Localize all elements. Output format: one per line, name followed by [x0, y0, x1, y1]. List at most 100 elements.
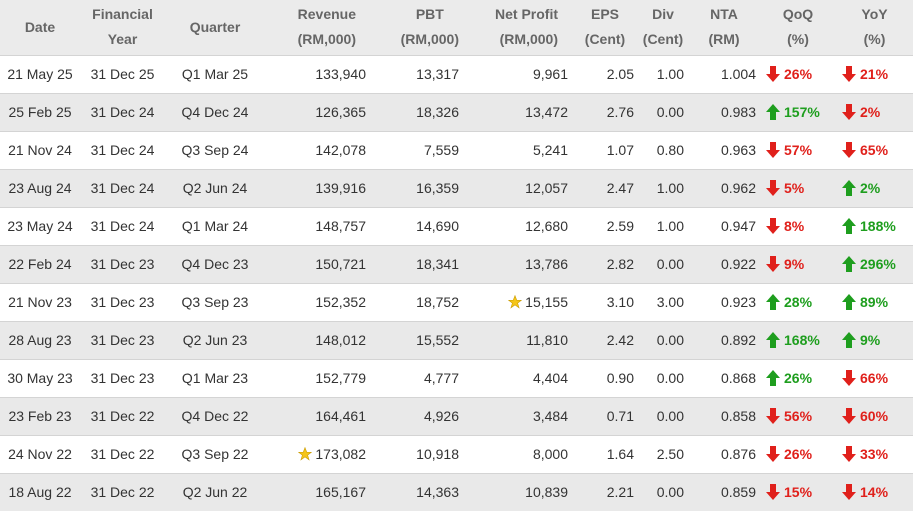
cell-quarter: Q1 Mar 23: [165, 358, 265, 397]
cell-eps: 3.10: [572, 282, 638, 321]
cell-qoq: 56%: [760, 396, 836, 435]
cell-nta: 0.892: [688, 320, 760, 359]
cell-yoy: 2%: [836, 168, 913, 207]
cell-quarter: Q4 Dec 22: [165, 396, 265, 435]
cell-div: 0.00: [638, 472, 688, 511]
cell-eps: 0.90: [572, 358, 638, 397]
cell-date[interactable]: 23 May 24: [0, 206, 80, 245]
arrow-down-icon: [842, 484, 856, 501]
cell-quarter: Q4 Dec 23: [165, 244, 265, 283]
cell-net-profit: 9,961: [463, 54, 572, 93]
table-row[interactable]: 28 Aug 23 31 Dec 23 Q2 Jun 23 148,012 15,552…: [0, 320, 913, 359]
cell-yoy: 65%: [836, 130, 913, 169]
cell-date[interactable]: 22 Feb 24: [0, 244, 80, 283]
table-row[interactable]: 23 Aug 24 31 Dec 24 Q2 Jun 24 139,916 16,359…: [0, 168, 913, 207]
table-row[interactable]: 30 May 23 31 Dec 23 Q1 Mar 23 152,779 4,777 4…: [0, 358, 913, 397]
table-row[interactable]: 25 Feb 25 31 Dec 24 Q4 Dec 24 126,365 18,326…: [0, 92, 913, 131]
cell-div: 0.00: [638, 396, 688, 435]
cell-eps: 1.07: [572, 130, 638, 169]
cell-qoq: 57%: [760, 130, 836, 169]
cell-date[interactable]: 23 Feb 23: [0, 396, 80, 435]
cell-net-profit: 4,404: [463, 358, 572, 397]
cell-financial-year: 31 Dec 23: [80, 358, 165, 397]
header-yoy[interactable]: YoY (%): [861, 6, 888, 48]
cell-nta: 0.947: [688, 206, 760, 245]
header-net-profit[interactable]: Net Profit (RM,000): [495, 6, 558, 48]
header-quarter[interactable]: Quarter: [189, 18, 241, 35]
table-row[interactable]: 18 Aug 22 31 Dec 22 Q2 Jun 22 165,167 14,363…: [0, 472, 913, 511]
cell-div: 2.50: [638, 434, 688, 473]
cell-date[interactable]: 23 Aug 24: [0, 168, 80, 207]
cell-yoy: 9%: [836, 320, 913, 359]
cell-revenue: 152,352: [265, 282, 370, 321]
header-eps[interactable]: EPS (Cent): [584, 6, 626, 48]
cell-div: 1.00: [638, 168, 688, 207]
cell-revenue: 173,082: [265, 434, 370, 473]
arrow-up-icon: [766, 332, 780, 348]
header-pbt[interactable]: PBT (RM,000): [400, 6, 459, 48]
cell-pbt: 4,926: [370, 396, 463, 435]
table-row[interactable]: 21 Nov 23 31 Dec 23 Q3 Sep 23 152,352 18,752…: [0, 282, 913, 321]
cell-qoq: 26%: [760, 434, 836, 473]
table-row[interactable]: 21 May 25 31 Dec 25 Q1 Mar 25 133,940 13,317…: [0, 54, 913, 93]
cell-nta: 0.983: [688, 92, 760, 131]
cell-qoq: 157%: [760, 92, 836, 131]
cell-eps: 2.82: [572, 244, 638, 283]
cell-div: 0.00: [638, 320, 688, 359]
cell-nta: 0.962: [688, 168, 760, 207]
cell-quarter: Q1 Mar 24: [165, 206, 265, 245]
table-row[interactable]: 23 May 24 31 Dec 24 Q1 Mar 24 148,757 14,690…: [0, 206, 913, 245]
cell-date[interactable]: 28 Aug 23: [0, 320, 80, 359]
cell-pbt: 10,918: [370, 434, 463, 473]
cell-quarter: Q2 Jun 23: [165, 320, 265, 359]
header-qoq[interactable]: QoQ (%): [782, 6, 814, 48]
star-icon: [508, 295, 523, 309]
cell-qoq: 168%: [760, 320, 836, 359]
cell-eps: 2.76: [572, 92, 638, 131]
cell-date[interactable]: 21 Nov 24: [0, 130, 80, 169]
cell-date[interactable]: 24 Nov 22: [0, 434, 80, 473]
table-row[interactable]: 21 Nov 24 31 Dec 24 Q3 Sep 24 142,078 7,559 5…: [0, 130, 913, 169]
cell-eps: 2.21: [572, 472, 638, 511]
arrow-down-icon: [842, 66, 856, 82]
arrow-down-icon: [766, 484, 780, 501]
table-row[interactable]: 24 Nov 22 31 Dec 22 Q3 Sep 22 173,082 10,918…: [0, 434, 913, 473]
cell-yoy: 2%: [836, 92, 913, 131]
cell-pbt: 18,326: [370, 92, 463, 131]
cell-div: 3.00: [638, 282, 688, 321]
cell-eps: 2.47: [572, 168, 638, 207]
arrow-down-icon: [842, 370, 856, 386]
header-date[interactable]: Date: [24, 18, 56, 35]
table-body: 21 May 25 31 Dec 25 Q1 Mar 25 133,940 13,317…: [0, 54, 913, 511]
cell-financial-year: 31 Dec 23: [80, 244, 165, 283]
cell-nta: 0.922: [688, 244, 760, 283]
cell-financial-year: 31 Dec 24: [80, 92, 165, 131]
cell-yoy: 89%: [836, 282, 913, 321]
cell-date[interactable]: 21 May 25: [0, 54, 80, 93]
cell-date[interactable]: 21 Nov 23: [0, 282, 80, 321]
cell-yoy: 21%: [836, 54, 913, 93]
cell-qoq: 15%: [760, 472, 836, 511]
cell-financial-year: 31 Dec 23: [80, 320, 165, 359]
cell-date[interactable]: 18 Aug 22: [0, 472, 80, 511]
arrow-down-icon: [766, 218, 780, 234]
cell-net-profit: 12,680: [463, 206, 572, 245]
cell-date[interactable]: 25 Feb 25: [0, 92, 80, 131]
header-div[interactable]: Div (Cent): [642, 6, 684, 48]
cell-financial-year: 31 Dec 22: [80, 396, 165, 435]
cell-financial-year: 31 Dec 22: [80, 472, 165, 511]
table-row[interactable]: 22 Feb 24 31 Dec 23 Q4 Dec 23 150,721 18,341…: [0, 244, 913, 283]
cell-pbt: 16,359: [370, 168, 463, 207]
cell-nta: 0.859: [688, 472, 760, 511]
header-financial-year[interactable]: Financial Year: [92, 6, 153, 48]
cell-pbt: 18,752: [370, 282, 463, 321]
cell-revenue: 148,757: [265, 206, 370, 245]
cell-yoy: 66%: [836, 358, 913, 397]
header-nta[interactable]: NTA (RM): [708, 6, 740, 48]
table-row[interactable]: 23 Feb 23 31 Dec 22 Q4 Dec 22 164,461 4,926 3…: [0, 396, 913, 435]
cell-eps: 1.64: [572, 434, 638, 473]
cell-date[interactable]: 30 May 23: [0, 358, 80, 397]
cell-qoq: 9%: [760, 244, 836, 283]
header-revenue[interactable]: Revenue (RM,000): [297, 6, 356, 48]
